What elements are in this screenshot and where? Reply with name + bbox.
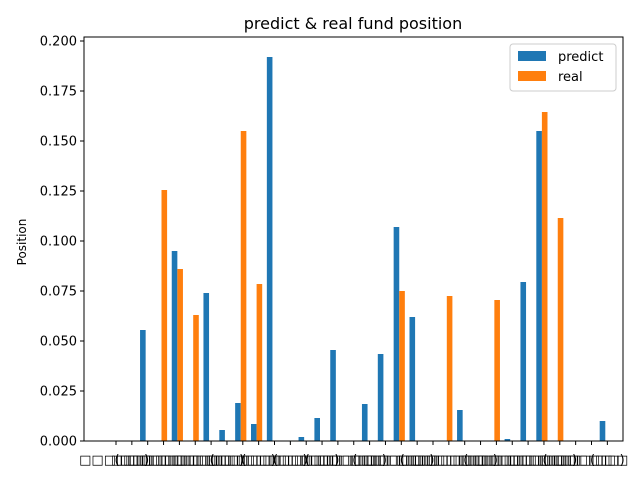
chart-title: predict & real fund position xyxy=(244,14,462,33)
x-tick-label: □□□□□□ xyxy=(158,453,232,468)
x-tick-label: □□□□□□ xyxy=(349,453,423,468)
bar-predict xyxy=(457,410,463,441)
y-tick-label: 0.125 xyxy=(40,185,77,200)
x-tick-label: □□□□□□ xyxy=(111,453,185,468)
x-tick-label: □□□□□□ xyxy=(269,453,343,468)
bar-predict xyxy=(504,439,511,441)
bar-predict xyxy=(203,293,210,441)
x-tick-label: □□□□□□ xyxy=(428,453,502,468)
bar-real xyxy=(177,269,183,441)
y-axis-label: Position xyxy=(15,219,29,266)
bar-real xyxy=(446,296,453,441)
y-tick-label: 0.100 xyxy=(40,235,77,250)
legend-swatch-predict xyxy=(518,51,546,61)
bar-predict xyxy=(361,404,368,441)
y-tick-label: 0.200 xyxy=(40,35,77,50)
bar-predict xyxy=(235,403,241,441)
x-tick-label: (□□) xyxy=(400,453,435,468)
x-tick-label: □□□□□□ xyxy=(491,453,565,468)
y-tick-label: 0.075 xyxy=(40,285,77,300)
x-tick-label: □□□□□□ xyxy=(539,453,613,468)
bar-real xyxy=(557,218,564,441)
legend-swatch-real xyxy=(518,71,546,81)
x-tick-label: (□□) xyxy=(590,453,625,468)
x-tick-label: (□□) xyxy=(305,453,340,468)
x-tick-label: □□□□□□ xyxy=(475,453,549,468)
x-tick-label: □□□□□□ xyxy=(79,453,153,468)
x-tick-label: □□□□□□ xyxy=(206,453,280,468)
x-tick-label: □□□□□□ xyxy=(460,453,534,468)
x-tick-label: (□□) xyxy=(210,453,245,468)
bar-predict xyxy=(298,437,305,441)
bars-group xyxy=(140,57,606,441)
bar-predict xyxy=(393,227,400,441)
bar-real xyxy=(240,131,247,441)
x-tick-label: □□□□□□ xyxy=(507,453,581,468)
x-tick-label: □□□□□□ xyxy=(127,453,201,468)
bar-predict xyxy=(536,131,542,441)
x-tick-label: □□□□□□ xyxy=(364,453,438,468)
bar-predict xyxy=(409,317,416,441)
plot-frame xyxy=(83,36,624,442)
x-tick-label: □□□□□□ xyxy=(412,453,486,468)
bar-predict xyxy=(140,330,146,441)
x-tick-label: (□□) xyxy=(114,453,149,468)
x-tick-label: (□□) xyxy=(463,453,498,468)
bar-predict xyxy=(171,251,178,441)
x-tick-label: (□□) xyxy=(241,453,276,468)
x-tick-label: □□□□□□ xyxy=(396,453,470,468)
bar-predict xyxy=(520,282,527,441)
x-tick-label: □□□□□□ xyxy=(317,453,391,468)
x-tick-label: □□□□□□ xyxy=(143,453,217,468)
x-tick-label: □□□□□□ xyxy=(238,453,312,468)
x-tick-label: □□□□□□ xyxy=(301,453,375,468)
bar-real xyxy=(256,284,263,441)
bar-predict xyxy=(251,424,257,441)
y-tick-label: 0.050 xyxy=(40,335,77,350)
bar-real xyxy=(399,291,405,441)
x-tick-label: □□□□□□ xyxy=(174,453,248,468)
y-tick-label: 0.000 xyxy=(40,435,77,450)
bar-real xyxy=(541,112,548,441)
bar-predict xyxy=(377,354,384,441)
bar-predict xyxy=(330,350,336,441)
bar-predict xyxy=(219,430,225,441)
x-tick-label: (□□) xyxy=(542,453,577,468)
legend-label-real: real xyxy=(558,70,583,85)
bar-real xyxy=(193,315,199,441)
x-tick-label: □□□□□□ xyxy=(555,453,629,468)
bar-real xyxy=(161,190,168,441)
legend: predict real xyxy=(509,43,617,92)
y-axis: 0.000 0.025 0.050 0.075 0.100 0.125 0.150 0.175… xyxy=(40,35,84,450)
x-tick-label: (□□) xyxy=(352,453,387,468)
y-tick-label: 0.175 xyxy=(40,85,77,100)
bar-predict xyxy=(266,57,273,441)
y-tick-label: 0.150 xyxy=(40,135,77,150)
bar-real xyxy=(494,300,500,441)
bar-predict xyxy=(599,421,606,441)
x-axis: □□□□□□(□□)□□□□□□□□□□□□□□□□□□□□□□□□□□□□□□… xyxy=(79,441,628,468)
x-tick-label: (□□) xyxy=(273,453,308,468)
y-tick-label: 0.025 xyxy=(40,385,77,400)
bar-predict xyxy=(314,418,320,441)
legend-label-predict: predict xyxy=(558,50,603,65)
